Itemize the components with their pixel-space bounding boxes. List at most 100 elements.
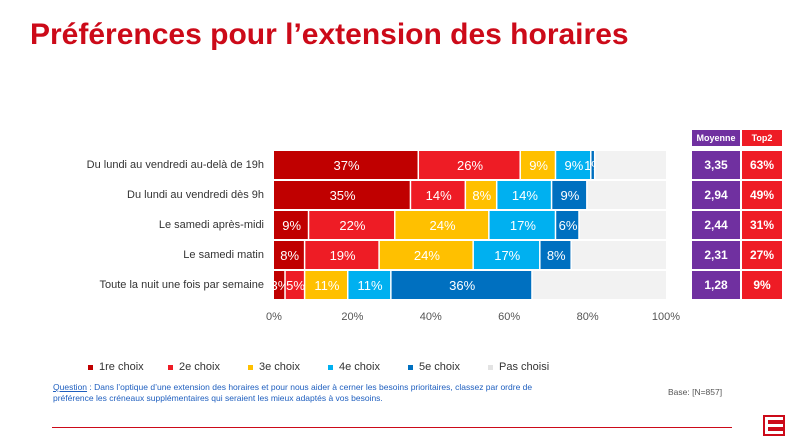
legend-label: 2e choix	[179, 361, 220, 373]
data-label: 35%	[330, 188, 356, 203]
data-label: 9%	[561, 188, 580, 203]
mean-cell: 2,94	[692, 181, 740, 209]
legend-swatch	[248, 364, 253, 370]
mean-cell: 3,35	[692, 151, 740, 179]
bar-segment	[497, 181, 551, 209]
category-label: Du lundi au vendredi au-delà de 19h	[87, 159, 264, 171]
top2-cell: 27%	[742, 241, 782, 269]
x-tick-label: 0%	[266, 311, 282, 323]
x-tick-label: 40%	[420, 311, 442, 323]
bar-segment	[391, 271, 532, 299]
bar-segment	[556, 151, 591, 179]
category-label: Toute la nuit une fois par semaine	[100, 279, 265, 291]
legend-swatch	[408, 364, 413, 370]
legend-label: Pas choisi	[499, 361, 550, 373]
footer-divider	[52, 427, 732, 428]
data-label: 9%	[529, 158, 548, 173]
legend-label: 3e choix	[259, 361, 300, 373]
data-label: 26%	[457, 158, 483, 173]
bar-segment	[489, 211, 555, 239]
table-header: Moyenne	[692, 130, 740, 146]
data-label: 22%	[339, 218, 365, 233]
legend-item: 2e choix	[168, 361, 248, 373]
bar-segment	[305, 271, 347, 299]
legend-label: 1re choix	[99, 361, 144, 373]
data-label: 11%	[314, 278, 339, 293]
top2-cell: 49%	[742, 181, 782, 209]
legend-swatch	[168, 364, 173, 370]
data-label: 9%	[282, 218, 301, 233]
data-label: 14%	[426, 188, 452, 203]
bar-segment	[466, 181, 496, 209]
legend-item: 3e choix	[248, 361, 328, 373]
data-label: 11%	[358, 278, 383, 293]
mean-cell: 2,31	[692, 241, 740, 269]
legend-item: 5e choix	[408, 361, 488, 373]
question-text: Question : Dans l’optique d’une extensio…	[53, 382, 553, 404]
legend-item: 1re choix	[88, 361, 168, 373]
data-label: 8%	[547, 248, 566, 263]
data-label: 6%	[559, 218, 578, 233]
data-label: 36%	[449, 278, 475, 293]
base-size: Base: [N=857]	[668, 387, 723, 397]
table-header: Top2	[742, 130, 782, 146]
category-label: Le samedi matin	[183, 249, 264, 261]
legend-item: 4e choix	[328, 361, 408, 373]
legend-label: 5e choix	[419, 361, 460, 373]
bar-segment	[419, 151, 520, 179]
data-label: 3%	[270, 278, 289, 293]
data-label: 24%	[414, 248, 440, 263]
bar-segment	[285, 271, 304, 299]
bar-segment	[532, 271, 666, 299]
bar-segment	[556, 211, 579, 239]
legend-swatch	[488, 364, 493, 370]
top2-cell: 9%	[742, 271, 782, 299]
bar-segment	[274, 181, 410, 209]
bar-segment	[274, 271, 285, 299]
bar-segment	[595, 151, 666, 179]
category-label: Le samedi après-midi	[159, 219, 264, 231]
data-label: 5%	[286, 278, 305, 293]
mean-cell: 2,44	[692, 211, 740, 239]
question-link[interactable]: Question	[53, 382, 88, 392]
bar-segment	[552, 181, 587, 209]
legend-swatch	[328, 364, 333, 370]
question-body: : Dans l’optique d’une extension des hor…	[53, 382, 533, 403]
x-tick-label: 20%	[341, 311, 363, 323]
bar-segment	[305, 241, 379, 269]
bar-segment	[591, 151, 594, 179]
data-label: 24%	[430, 218, 456, 233]
top2-cell: 31%	[742, 211, 782, 239]
bar-segment	[395, 211, 489, 239]
data-label: 19%	[330, 248, 356, 263]
x-tick-label: 60%	[498, 311, 520, 323]
top2-cell: 63%	[742, 151, 782, 179]
data-label: 37%	[334, 158, 360, 173]
bar-segment	[520, 151, 555, 179]
category-label: Du lundi au vendredi dès 9h	[127, 189, 264, 201]
bar-segment	[411, 181, 465, 209]
data-label: 17%	[494, 248, 520, 263]
x-tick-label: 80%	[577, 311, 599, 323]
data-label: 9%	[564, 158, 583, 173]
bar-segment	[587, 181, 666, 209]
legend-swatch	[88, 364, 93, 370]
data-label: 8%	[280, 248, 299, 263]
x-tick-label: 100%	[652, 311, 680, 323]
brand-logo-icon	[763, 415, 785, 436]
bar-segment	[579, 211, 666, 239]
data-label: 14%	[512, 188, 538, 203]
bar-segment	[348, 271, 391, 299]
chart-legend: 1re choix 2e choix 3e choix 4e choix 5e choi…	[88, 361, 568, 373]
bar-segment	[309, 211, 395, 239]
bar-segment	[379, 241, 473, 269]
bar-segment	[274, 151, 418, 179]
bar-segment	[540, 241, 571, 269]
legend-item: Pas choisi	[488, 361, 568, 373]
bar-segment	[274, 241, 304, 269]
data-label: 8%	[472, 188, 491, 203]
bar-segment	[571, 241, 666, 269]
bar-segment	[274, 211, 308, 239]
mean-cell: 1,28	[692, 271, 740, 299]
